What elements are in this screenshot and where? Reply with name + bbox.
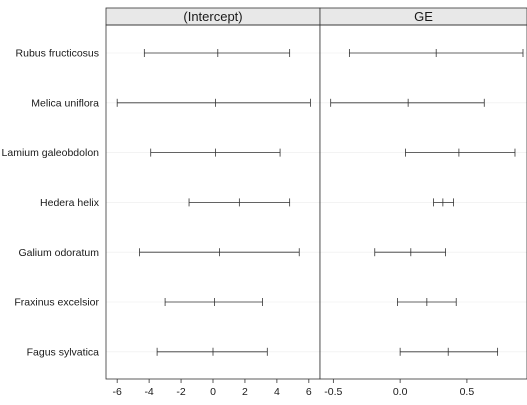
category-label: Melica uniflora [31, 97, 99, 109]
panel-title: (Intercept) [183, 9, 242, 24]
category-label: Fraxinus excelsior [14, 297, 99, 309]
x-tick-label: 6 [306, 386, 312, 398]
x-tick-label: -6 [113, 386, 122, 398]
x-tick-label: 0 [210, 386, 216, 398]
x-tick-label: -4 [144, 386, 153, 398]
x-tick-label: -2 [176, 386, 185, 398]
x-tick-label: 0.5 [460, 386, 475, 398]
category-label: Rubus fructicosus [16, 48, 99, 60]
category-label: Fagus sylvatica [27, 346, 100, 358]
panel-title: GE [414, 9, 433, 24]
panel-frame [319, 24, 527, 380]
x-tick-label: 0.0 [393, 386, 408, 398]
category-label: Galium odoratum [18, 247, 99, 259]
category-label: Lamium galeobdolon [2, 147, 100, 159]
panel-background [320, 25, 527, 379]
x-tick-label: 4 [274, 386, 280, 398]
x-tick-label: 2 [242, 386, 248, 398]
category-label: Hedera helix [40, 197, 100, 209]
x-tick-label: -0.5 [324, 386, 342, 398]
